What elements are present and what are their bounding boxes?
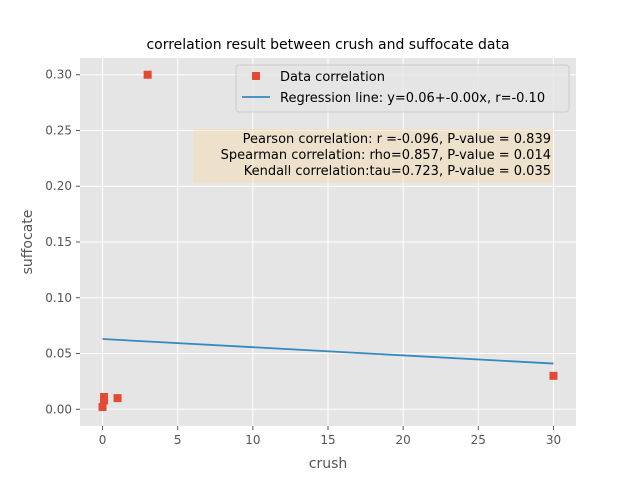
data-point <box>143 70 152 79</box>
y-tick-label: 0.10 <box>45 291 72 305</box>
y-tick-label: 0.20 <box>45 179 72 193</box>
legend-label: Data correlation <box>280 70 385 85</box>
x-tick-label: 30 <box>546 433 561 447</box>
stats-line: Spearman correlation: rho=0.857, P-value… <box>221 148 551 163</box>
legend: Data correlation Regression line: y=0.06+… <box>235 64 570 113</box>
x-tick-label: 5 <box>174 433 182 447</box>
legend-box <box>235 64 570 113</box>
chart-title: correlation result between crush and suf… <box>146 37 509 53</box>
y-tick-label: 0.30 <box>45 68 72 82</box>
regression-line <box>102 338 554 365</box>
stats-annotation: Pearson correlation: r =-0.096, P-value … <box>193 129 553 183</box>
data-point <box>549 371 558 380</box>
stats-box <box>193 129 553 183</box>
x-tick-label: 20 <box>396 433 411 447</box>
data-point <box>113 394 122 403</box>
grid-lines <box>80 58 576 426</box>
axis-ticks: 0 5 10 15 20 25 30 0.00 0.05 0.10 0.15 0.20 0.25 0.30 <box>45 68 561 447</box>
x-axis-label: crush <box>309 456 348 472</box>
x-tick-label: 25 <box>471 433 486 447</box>
x-tick-label: 10 <box>245 433 260 447</box>
stats-line: Pearson correlation: r =-0.096, P-value … <box>243 132 551 147</box>
y-axis-label: suffocate <box>20 210 36 275</box>
y-tick-label: 0.15 <box>45 235 72 249</box>
data-point <box>100 393 109 402</box>
x-tick-label: 15 <box>320 433 335 447</box>
stats-line: Kendall correlation:tau=0.723, P-value =… <box>244 164 551 179</box>
y-tick-label: 0.00 <box>45 402 72 416</box>
data-point <box>98 403 107 412</box>
legend-label: Regression line: y=0.06+-0.00x, r=-0.10 <box>280 91 545 106</box>
legend-marker-swatch <box>252 72 260 80</box>
series-layer <box>98 70 558 412</box>
y-tick-label: 0.25 <box>45 123 72 137</box>
y-tick-label: 0.05 <box>45 347 72 361</box>
x-tick-label: 0 <box>99 433 107 447</box>
